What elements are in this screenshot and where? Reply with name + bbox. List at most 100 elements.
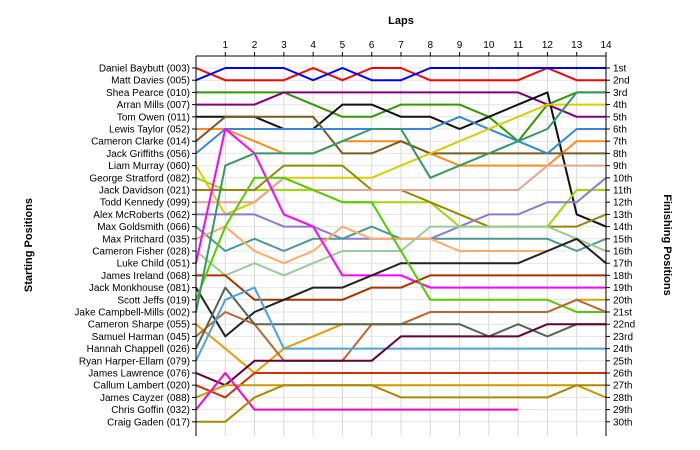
finishing-label-8: 8th	[613, 149, 627, 160]
finishing-label-23: 23rd	[613, 332, 633, 343]
starting-label-12: Todd Kennedy (099)	[100, 198, 190, 209]
starting-label-9: Liam Murray (060)	[108, 161, 190, 172]
lap-label-5: 5	[340, 40, 346, 51]
lap-label-1: 1	[223, 40, 229, 51]
lap-label-12: 12	[542, 40, 554, 51]
starting-label-11: Jack Davidson (021)	[99, 186, 190, 197]
finishing-label-28: 28th	[613, 393, 632, 404]
starting-label-27: Callum Lambert (020)	[93, 381, 190, 392]
x-axis-title: Laps	[388, 15, 414, 27]
finishing-label-22: 22nd	[613, 320, 635, 331]
lap-label-10: 10	[483, 40, 495, 51]
finishing-label-26: 26th	[613, 369, 632, 380]
series-line-29	[195, 372, 519, 411]
starting-label-3: Shea Pearce (010)	[106, 88, 190, 99]
series-line-15	[195, 225, 607, 265]
lap-label-9: 9	[457, 40, 463, 51]
axes	[192, 52, 610, 436]
y-axis-title-right: Finishing Positions	[661, 194, 673, 295]
finishing-label-21: 21st	[613, 308, 632, 319]
starting-label-24: Hannah Chappell (026)	[87, 344, 190, 355]
finishing-label-24: 24th	[613, 344, 632, 355]
starting-label-7: Cameron Clarke (014)	[91, 137, 190, 148]
lap-tick-labels: 1 2 3 4 5 6 7 8 9 10 11 12 13 14	[223, 40, 612, 51]
starting-label-4: Arran Mills (007)	[117, 100, 190, 111]
starting-label-15: Max Pritchard (035)	[102, 234, 190, 245]
lap-label-2: 2	[252, 40, 258, 51]
finishing-label-4: 4th	[613, 100, 627, 111]
series-line-18	[196, 274, 606, 301]
series-line-2	[195, 67, 606, 82]
finishing-label-25: 25th	[613, 356, 632, 367]
finishing-label-3: 3rd	[613, 88, 627, 99]
finishing-position-labels: 1st2nd3rd4th5th6th7th8th9th10th11th12th1…	[613, 64, 635, 429]
starting-label-18: James Ireland (068)	[101, 271, 190, 282]
starting-label-20: Scott Jeffs (019)	[117, 295, 190, 306]
series-line-12	[196, 164, 606, 204]
series-line-5	[196, 91, 607, 228]
series-line-21	[195, 91, 606, 313]
lap-label-3: 3	[281, 40, 287, 51]
finishing-label-18: 18th	[613, 271, 632, 282]
starting-label-29: Chris Goffin (032)	[111, 405, 190, 416]
finishing-label-12: 12th	[613, 198, 632, 209]
starting-label-10: George Stratford (082)	[89, 173, 190, 184]
y-axis-title-left: Starting Positions	[23, 198, 35, 292]
finishing-label-15: 15th	[613, 234, 632, 245]
finishing-label-19: 19th	[613, 283, 632, 294]
series-lines	[195, 67, 607, 423]
finishing-label-17: 17th	[613, 259, 632, 270]
starting-label-26: James Lawrence (076)	[88, 369, 190, 380]
lap-label-8: 8	[428, 40, 434, 51]
finishing-label-6: 6th	[613, 125, 627, 136]
finishing-label-1: 1st	[613, 64, 627, 75]
finishing-label-2: 2nd	[613, 76, 630, 87]
series-line-27	[195, 372, 606, 399]
series-line-4	[196, 91, 606, 118]
finishing-label-30: 30th	[613, 417, 632, 428]
series-line-26	[195, 323, 606, 387]
starting-label-22: Cameron Sharpe (055)	[88, 320, 190, 331]
starting-label-5: Tom Owen (011)	[117, 112, 190, 123]
starting-label-13: Alex McRoberts (062)	[93, 210, 190, 221]
grid-lines	[196, 56, 607, 436]
starting-label-28: James Cayzer (088)	[100, 393, 190, 404]
finishing-label-9: 9th	[613, 161, 627, 172]
series-line-1	[195, 67, 606, 82]
starting-label-23: Samuel Harman (045)	[92, 332, 190, 343]
starting-label-21: Jake Campbell-Mills (002)	[74, 308, 190, 319]
series-line-17	[195, 128, 606, 289]
series-line-7	[195, 115, 606, 155]
finishing-label-10: 10th	[613, 173, 632, 184]
series-line-28	[195, 384, 607, 399]
finishing-label-16: 16th	[613, 247, 632, 258]
series-line-20	[195, 176, 606, 313]
starting-label-14: Max Goldsmith (066)	[97, 222, 190, 233]
lap-label-14: 14	[600, 40, 612, 51]
starting-position-labels: Daniel Baybutt (003)Matt Davies (005)She…	[74, 64, 190, 429]
starting-label-2: Matt Davies (005)	[111, 76, 190, 87]
series-line-25	[195, 286, 606, 362]
starting-label-16: Cameron Fisher (028)	[92, 247, 190, 258]
starting-label-30: Craig Gaden (017)	[107, 417, 190, 428]
lap-label-13: 13	[571, 40, 583, 51]
finishing-label-13: 13th	[613, 210, 632, 221]
lap-label-7: 7	[398, 40, 404, 51]
lap-label-6: 6	[369, 40, 375, 51]
starting-label-17: Luke Child (051)	[117, 259, 190, 270]
starting-label-6: Lewis Taylor (052)	[109, 125, 190, 136]
finishing-label-5: 5th	[613, 112, 627, 123]
series-line-30	[196, 384, 606, 423]
starting-label-19: Jack Monkhouse (081)	[89, 283, 190, 294]
finishing-label-29: 29th	[613, 405, 632, 416]
starting-label-25: Ryan Harper-Ellam (079)	[79, 356, 190, 367]
finishing-label-27: 27th	[613, 381, 632, 392]
finishing-label-11: 11th	[613, 186, 632, 197]
lap-label-11: 11	[513, 40, 524, 51]
finishing-label-7: 7th	[613, 137, 627, 148]
finishing-label-14: 14th	[613, 222, 632, 233]
series-line-24	[195, 286, 606, 350]
lap-label-4: 4	[310, 40, 316, 51]
